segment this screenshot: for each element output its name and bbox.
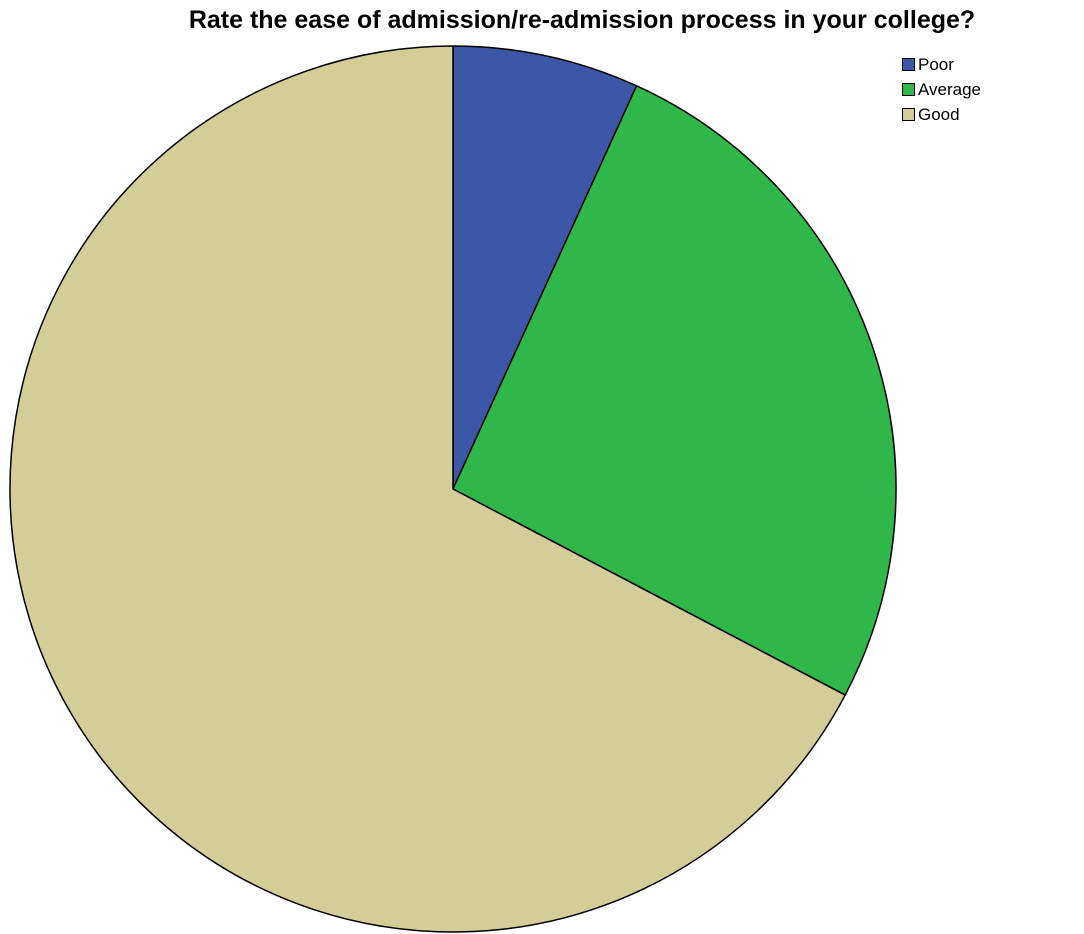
legend-swatch-poor xyxy=(902,58,915,71)
pie-slice-average xyxy=(452,85,897,696)
legend-item-poor: Poor xyxy=(902,52,981,77)
legend-item-good: Good xyxy=(902,102,981,127)
legend-item-average: Average xyxy=(902,77,981,102)
legend: Poor Average Good xyxy=(902,52,981,127)
chart-title: Rate the ease of admission/re-admission … xyxy=(188,6,976,34)
pie-slices xyxy=(9,45,897,933)
legend-label-poor: Poor xyxy=(918,54,954,74)
pie-slice-good xyxy=(9,45,846,933)
legend-label-good: Good xyxy=(918,104,960,124)
legend-swatch-average xyxy=(902,83,915,96)
pie-slice-poor xyxy=(452,45,638,490)
legend-swatch-good xyxy=(902,108,915,121)
legend-label-average: Average xyxy=(918,79,982,99)
